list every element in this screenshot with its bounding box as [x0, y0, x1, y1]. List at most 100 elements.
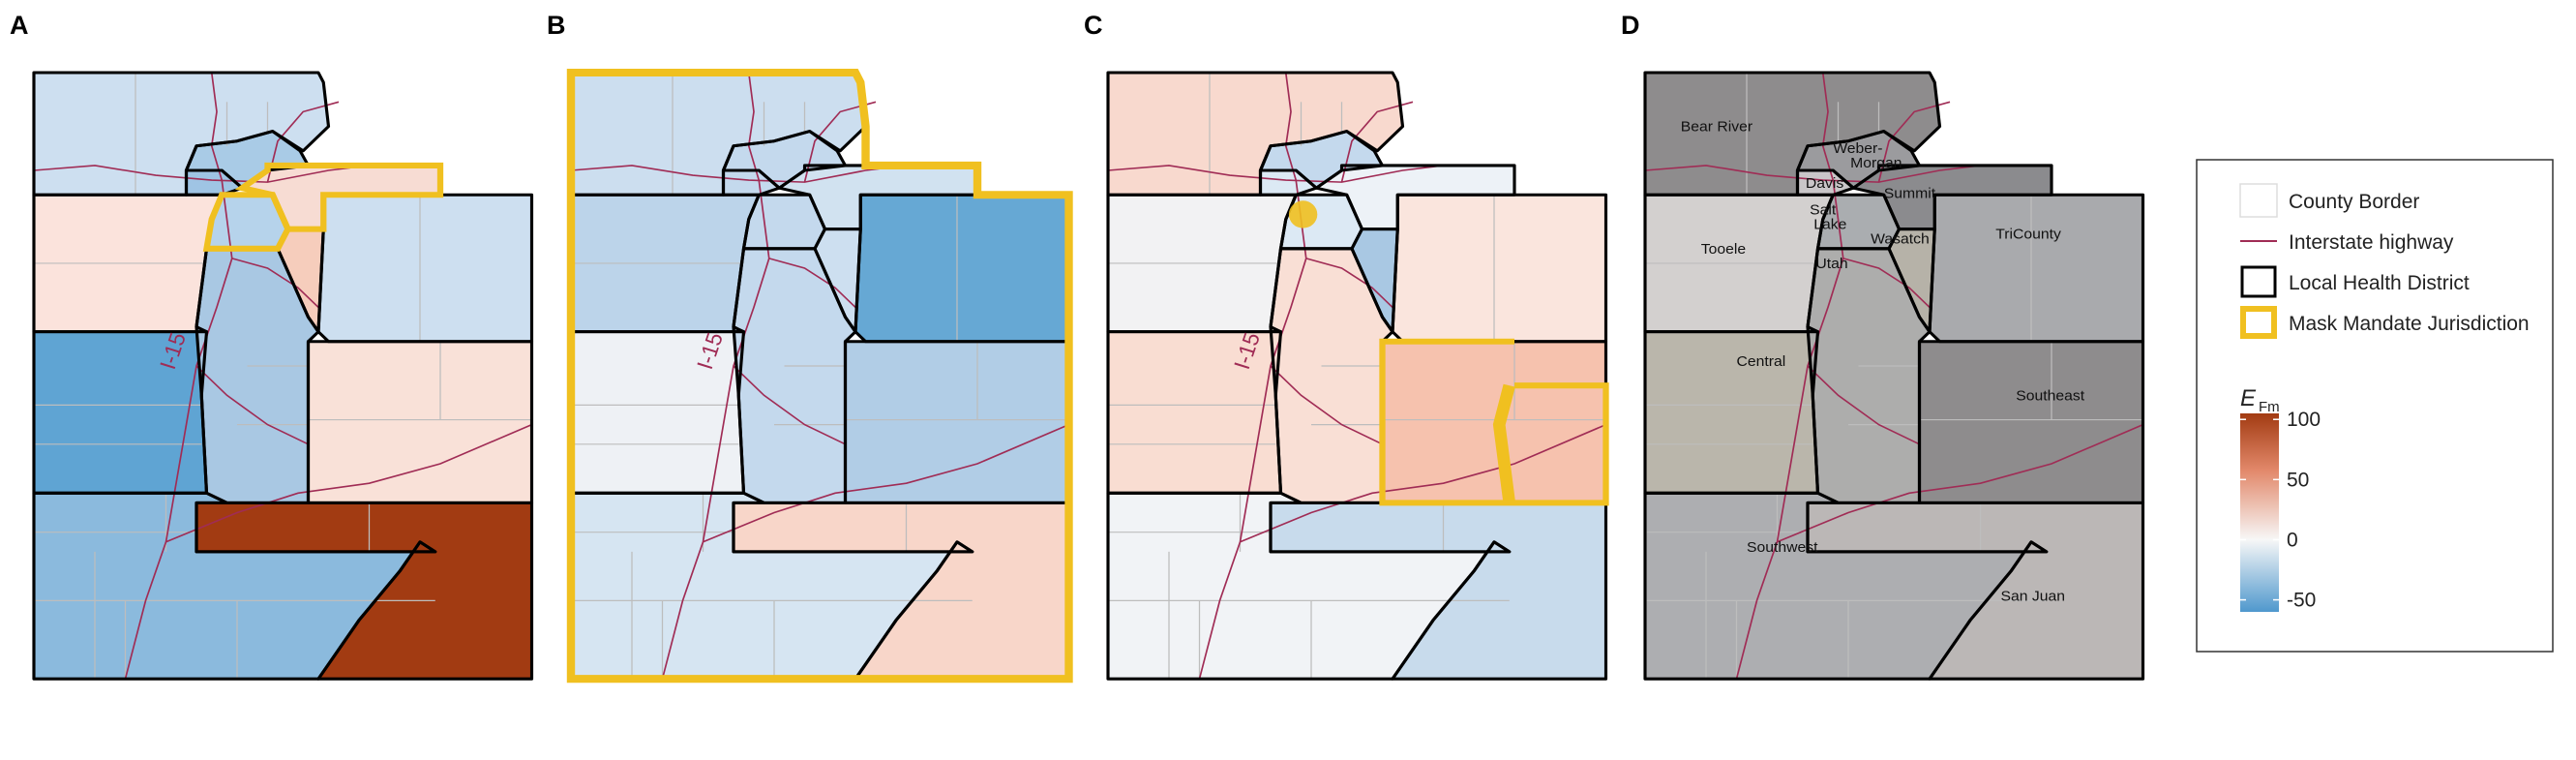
district-southwest	[1645, 493, 2047, 680]
interstate-highway	[570, 165, 907, 183]
district-bear-river	[571, 73, 866, 196]
map-panel-a: I-15	[32, 71, 534, 681]
interstate-highway	[1877, 101, 1951, 183]
district-utah	[1808, 248, 1930, 503]
district-border	[1815, 193, 1902, 251]
mask-mandate-statewide	[566, 68, 1073, 684]
panel-letter-a: A	[10, 11, 29, 40]
district-label-weber: Weber-	[1833, 140, 1882, 157]
mask-mandate-summit	[234, 162, 444, 232]
district-central	[34, 331, 207, 494]
interstate-highway	[195, 365, 309, 445]
district-label-southeast: Southeast	[2016, 388, 2085, 405]
legend-label-lhd: Local Health District	[2289, 272, 2470, 294]
district-label-wasatch: Wasatch	[1871, 231, 1930, 248]
district-salt-lake	[206, 195, 288, 249]
panel-letter-c: C	[1084, 11, 1103, 40]
district-wasatch	[278, 228, 324, 332]
district-summit	[779, 165, 977, 229]
district-salt-lake	[743, 195, 825, 249]
mask-mandate-city	[1288, 200, 1318, 228]
colorbar-subscript: Fm	[2259, 399, 2280, 415]
district-border	[732, 501, 1071, 681]
interstate-highway	[703, 423, 1069, 543]
legend-label-mask: Mask Mandate Jurisdiction	[2289, 313, 2530, 335]
interstate-highway	[803, 101, 877, 183]
district-utah	[734, 248, 855, 503]
district-weber	[1260, 131, 1383, 189]
district-summit	[1853, 165, 2052, 229]
mask-mandate-salt-lake	[202, 192, 291, 252]
district-summit	[242, 165, 440, 229]
interstate-highway	[266, 101, 340, 183]
district-wasatch	[1889, 228, 1935, 332]
interstate-highway	[33, 165, 370, 183]
colorbar-tick-label: -50	[2287, 590, 2316, 612]
district-label-morgan: Morgan	[1850, 155, 1902, 171]
colorbar-tick-label: 100	[2287, 409, 2321, 431]
district-label-central: Central	[1737, 353, 1786, 370]
district-border	[1106, 71, 1405, 197]
legend-key-mask-mandate	[2240, 306, 2277, 339]
district-border	[1806, 501, 2145, 681]
interstate-highway	[1305, 258, 1393, 308]
interstate-highway	[231, 258, 319, 308]
district-southeast	[308, 341, 532, 503]
district-wasatch	[815, 228, 861, 332]
interstate-highway	[1777, 423, 2143, 543]
interstate-highway	[1270, 365, 1383, 445]
district-wasatch	[1352, 228, 1398, 332]
district-label-summit: Summit	[1884, 186, 1936, 202]
interstate-highway	[1340, 101, 1414, 183]
district-label-tooele: Tooele	[1701, 241, 1746, 258]
district-tricounty	[855, 195, 1069, 342]
legend-key-county-border	[2239, 183, 2278, 218]
district-tricounty	[1393, 195, 1606, 342]
mask-mandate-boundary	[1492, 383, 1516, 504]
district-label-utah: Utah	[1815, 256, 1847, 272]
district-central	[1645, 331, 1818, 494]
district-southwest	[1108, 493, 1510, 680]
district-weber	[723, 131, 846, 189]
interstate-highway	[1842, 258, 1931, 308]
district-label-bear-river: Bear River	[1681, 119, 1752, 136]
district-salt-lake	[1817, 195, 1900, 249]
district-central	[1108, 331, 1281, 494]
district-summit	[1316, 165, 1514, 229]
district-border	[741, 193, 827, 251]
district-bear-river	[34, 73, 329, 196]
district-label-tricounty: TriCounty	[1995, 227, 2061, 243]
colorbar-tick-label: 0	[2287, 529, 2298, 551]
district-southeast	[845, 341, 1069, 503]
district-southwest	[34, 493, 435, 680]
district-tricounty	[1930, 195, 2143, 342]
colorbar	[2240, 413, 2279, 612]
district-san-juan	[1271, 502, 1606, 680]
district-border	[1278, 193, 1364, 251]
district-label-southwest: Southwest	[1747, 539, 1818, 556]
district-central	[571, 331, 744, 494]
interstate-highway	[768, 258, 856, 308]
district-label-san-juan: San Juan	[2001, 589, 2065, 605]
district-weber	[1797, 131, 1920, 189]
interstate-highway	[1644, 165, 1981, 183]
district-bear-river	[1645, 73, 1940, 196]
district-utah	[1271, 248, 1393, 503]
legend-label-highway: Interstate highway	[2289, 231, 2454, 254]
legend-key-local-health-district	[2240, 265, 2277, 298]
legend-label-county: County Border	[2289, 191, 2419, 213]
district-southwest	[571, 493, 973, 680]
map-panel-b: I-15	[566, 68, 1073, 684]
district-border	[1643, 71, 1942, 197]
district-label-davis: Davis	[1806, 175, 1844, 192]
mask-mandate-southeast	[1379, 338, 1609, 506]
interstate-highway	[1240, 423, 1606, 543]
interstate-highway	[165, 423, 532, 543]
district-bear-river	[1108, 73, 1403, 196]
panel-letter-b: B	[547, 11, 566, 40]
colorbar-title: E	[2240, 385, 2257, 411]
interstate-highway	[733, 365, 846, 445]
legend: County Border Interstate highway Local Hea…	[2196, 159, 2554, 653]
